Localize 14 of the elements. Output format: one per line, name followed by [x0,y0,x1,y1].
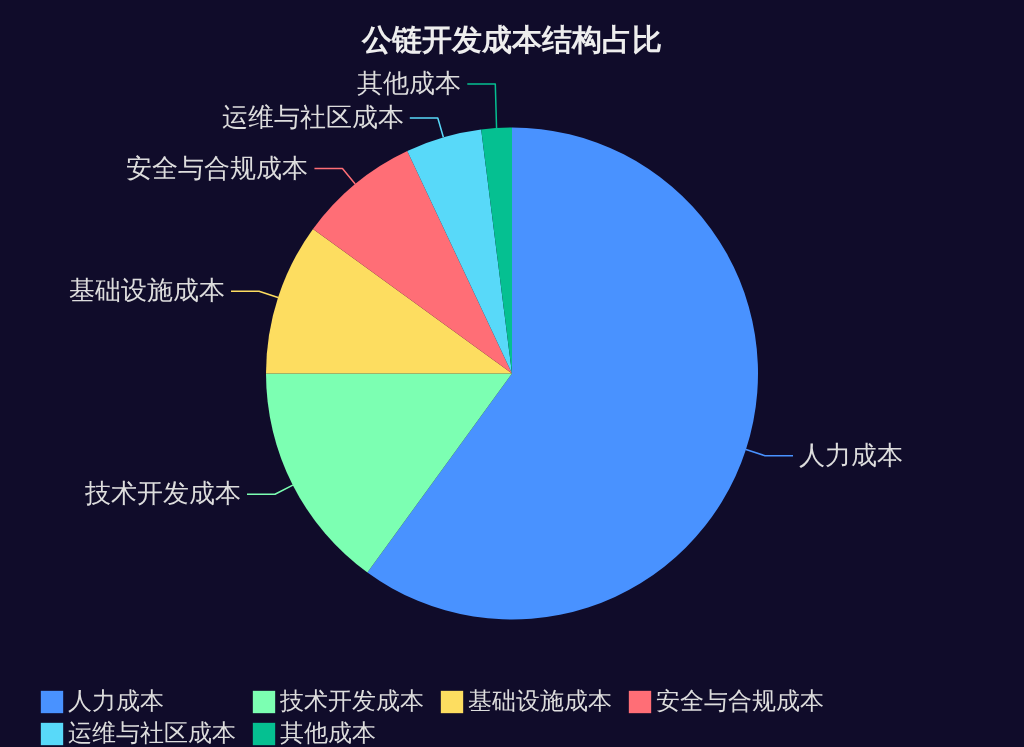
slice-label: 运维与社区成本 [221,102,404,133]
legend-label: 安全与合规成本 [656,687,824,715]
chart-title: 公链开发成本结构占比 [361,22,662,57]
legend-label: 其他成本 [280,719,376,747]
legend-label: 运维与社区成本 [68,719,236,747]
slice-label: 技术开发成本 [83,478,241,509]
legend-label: 技术开发成本 [279,687,424,715]
slice-label: 人力成本 [798,439,903,470]
legend-label: 人力成本 [68,687,164,715]
slice-label: 其他成本 [357,68,462,99]
legend-label: 基础设施成本 [468,687,612,715]
slice-label: 安全与合规成本 [126,152,309,183]
pie-slice [312,150,512,374]
slice-label: 基础设施成本 [69,275,226,306]
